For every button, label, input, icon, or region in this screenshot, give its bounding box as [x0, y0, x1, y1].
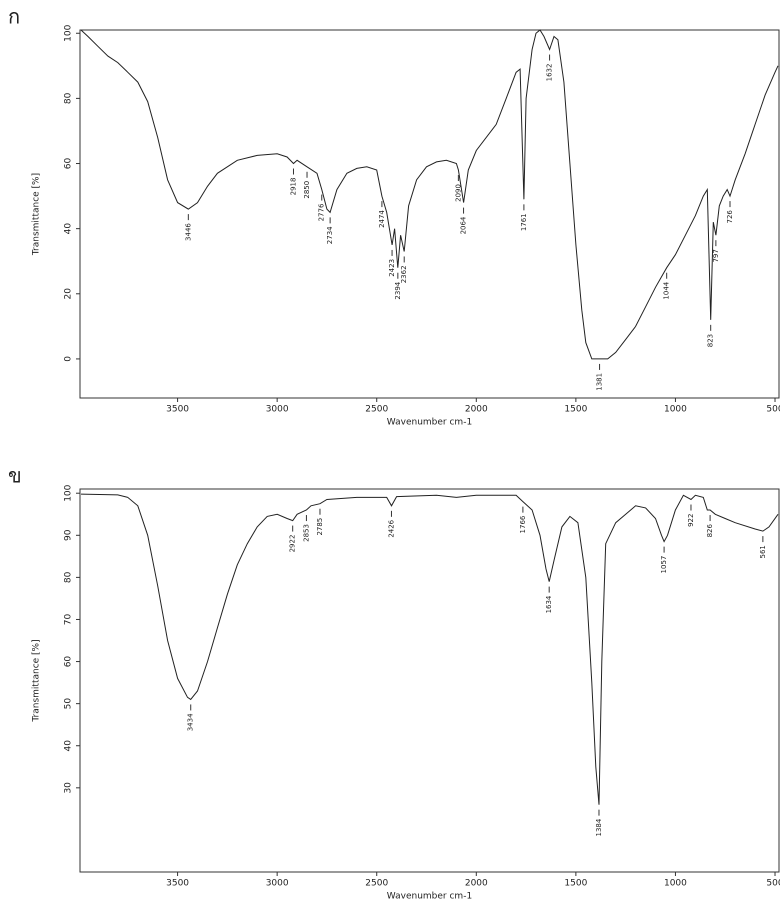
y-tick-label: 60 [64, 158, 74, 170]
spectrum-line [81, 494, 778, 805]
peak-label: 797 [712, 249, 720, 262]
peak-label: 2362 [400, 265, 408, 283]
plot-frame [80, 30, 779, 398]
x-tick-label: 500 [766, 405, 780, 415]
peak-label: 1632 [546, 64, 554, 82]
plot-frame [80, 489, 779, 872]
y-tick-label: 60 [64, 656, 74, 668]
peak-label: 2423 [388, 259, 396, 277]
peak-label: 2785 [316, 518, 324, 536]
y-tick-label: 0 [64, 356, 74, 362]
y-tick-label: 100 [64, 484, 74, 501]
peak-label: 2474 [378, 210, 386, 228]
panel-label: ข [8, 464, 22, 488]
x-tick-label: 2500 [365, 405, 388, 415]
x-tick-label: 3000 [266, 879, 289, 889]
peak-label: 2850 [303, 181, 311, 199]
peak-label: 2918 [289, 178, 297, 196]
peak-label: 1634 [545, 595, 553, 613]
y-tick-label: 40 [64, 740, 74, 752]
x-tick-label: 1500 [564, 879, 587, 889]
peak-label: 1381 [596, 373, 604, 391]
peak-label: 1766 [519, 515, 527, 533]
peak-label: 2426 [387, 519, 395, 537]
y-tick-label: 40 [64, 223, 74, 235]
page: ก 3500 3000 2500 2000 1500 1000 500 0 20 40 60 80 100… [0, 0, 780, 902]
x-axis-label: Wavenumber cm-1 [387, 418, 472, 428]
y-tick-label: 20 [64, 288, 74, 300]
peak-label: 2853 [302, 524, 310, 542]
x-tick-label: 2000 [465, 405, 488, 415]
peak-label: 726 [726, 210, 734, 224]
x-tick-label: 1000 [664, 405, 687, 415]
peak-label: 823 [707, 334, 715, 347]
peak-label: 1044 [663, 281, 671, 299]
peak-label: 3446 [184, 223, 192, 241]
peak-label: 2090 [454, 184, 462, 202]
y-tick-label: 80 [64, 571, 74, 583]
x-tick-label: 500 [766, 879, 780, 889]
peak-label: 826 [706, 524, 714, 538]
x-tick-label: 2000 [465, 879, 488, 889]
peak-label: 1761 [520, 213, 528, 231]
peak-label: 2734 [326, 226, 334, 244]
spectrum-line [81, 30, 778, 359]
x-tick-label: 3500 [166, 879, 189, 889]
y-tick-label: 90 [64, 529, 74, 541]
y-tick-label: 100 [64, 24, 74, 41]
x-tick-label: 3000 [266, 405, 289, 415]
peak-label: 2776 [318, 203, 326, 221]
x-tick-label: 3500 [166, 405, 189, 415]
peak-label: 561 [759, 545, 767, 558]
peak-label: 2064 [460, 216, 468, 234]
x-tick-label: 1000 [664, 879, 687, 889]
panel-label: ก [8, 5, 20, 29]
peak-label: 3434 [187, 713, 195, 731]
y-axis-label: Transmittance [%] [32, 173, 42, 256]
y-axis-label: Transmittance [%] [32, 639, 42, 722]
y-tick-label: 30 [64, 782, 74, 794]
y-tick-label: 70 [64, 613, 74, 625]
peak-label: 1057 [660, 556, 668, 574]
peak-label: 922 [687, 514, 695, 527]
y-tick-label: 80 [64, 92, 74, 104]
x-axis-label: Wavenumber cm-1 [387, 892, 472, 902]
peak-label: 2922 [289, 535, 297, 553]
y-tick-label: 50 [64, 698, 74, 710]
x-tick-label: 2500 [365, 879, 388, 889]
peak-label: 1384 [595, 818, 603, 836]
x-tick-label: 1500 [564, 405, 587, 415]
